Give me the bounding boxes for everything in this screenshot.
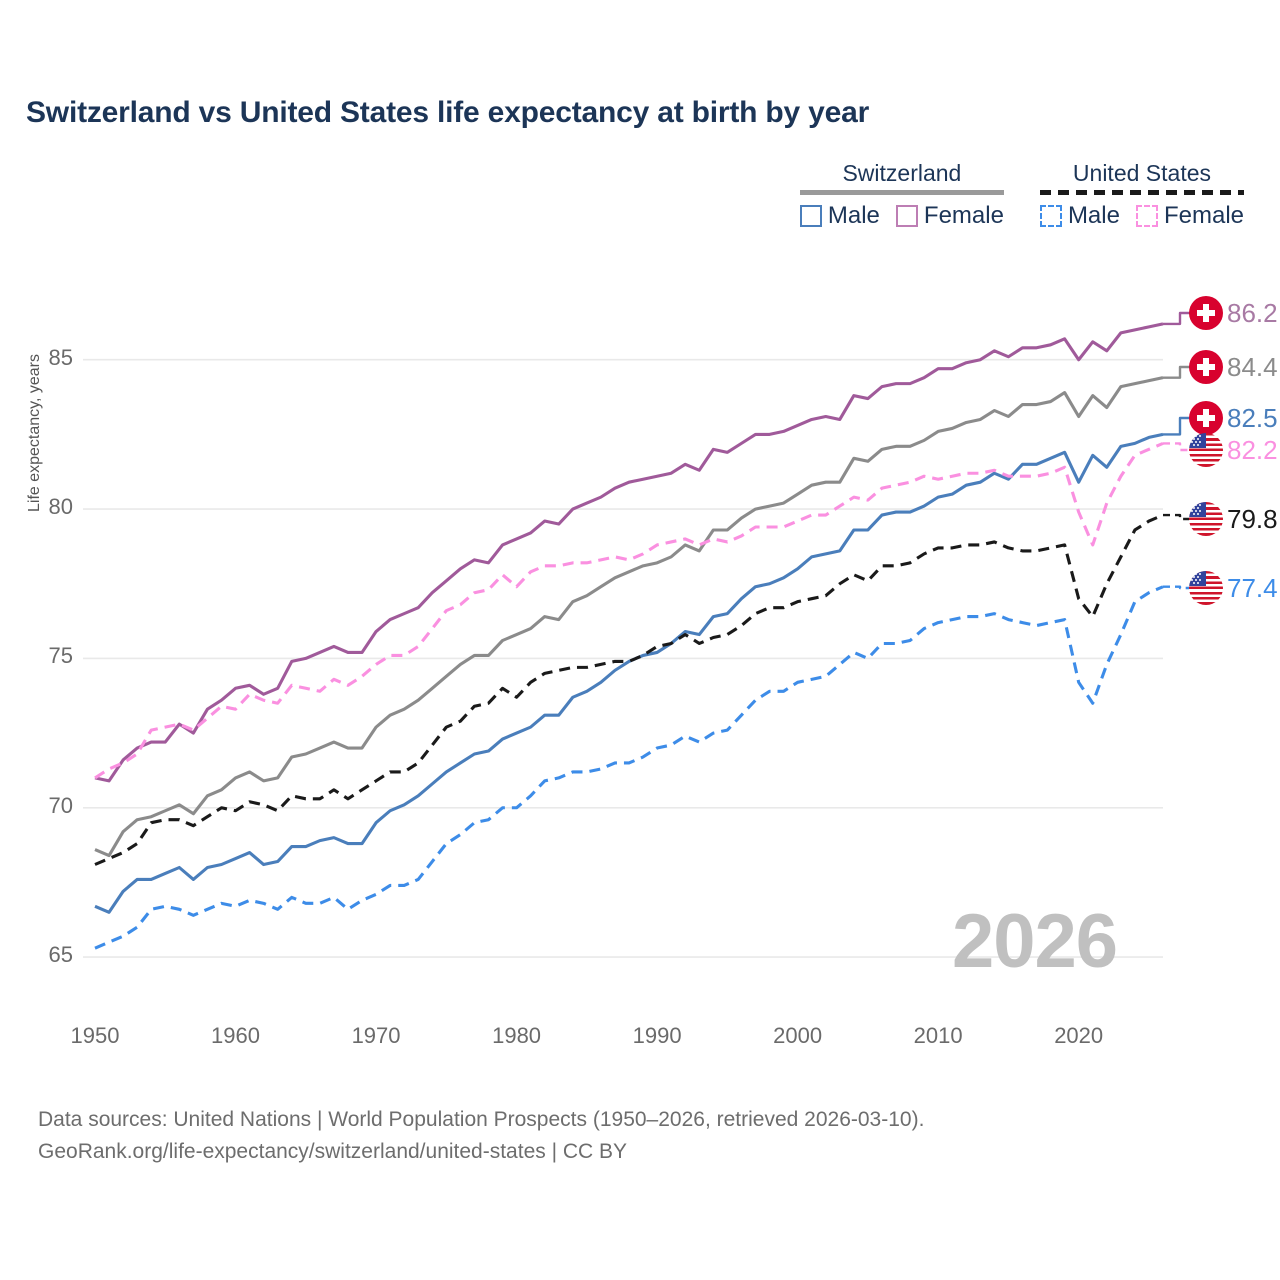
legend-item-ch-male[interactable]: Male	[799, 202, 880, 230]
legend-group-title: Switzerland	[842, 160, 962, 186]
legend-rule-dashed	[1039, 190, 1244, 195]
y-axis-tick: 80	[48, 494, 73, 520]
series-end-label-ch_female: 86.2	[1189, 296, 1278, 330]
legend-swatch-icon	[799, 205, 822, 227]
legend-item-label: Male	[827, 202, 880, 229]
x-axis-tick: 2010	[913, 1023, 963, 1048]
end-label-leader-line	[1163, 416, 1192, 436]
series-end-label-us_male: 77.4	[1189, 571, 1278, 605]
footer-attribution: Data sources: United Nations | World Pop…	[38, 1104, 924, 1168]
series-end-value: 86.2	[1227, 297, 1278, 328]
legend-item-us-female[interactable]: Female	[1135, 202, 1244, 230]
end-label-leader-line	[1163, 311, 1192, 326]
legend-group-united-states: United States Male Female	[1039, 160, 1244, 230]
series-line-us_female	[94, 441, 1164, 780]
switzerland-flag-icon	[1189, 401, 1223, 435]
y-axis-tick: 85	[48, 344, 73, 370]
series-end-value: 84.4	[1227, 351, 1278, 382]
legend-item-label: Female	[1163, 202, 1244, 229]
series-end-value: 79.8	[1227, 503, 1278, 534]
x-axis-tick: 2000	[773, 1023, 823, 1048]
legend-swatch-icon	[895, 205, 918, 227]
series-end-value: 82.5	[1227, 402, 1278, 433]
page-title: Switzerland vs United States life expect…	[26, 96, 870, 129]
x-axis-tick: 1990	[632, 1023, 682, 1048]
x-axis-tick: 1980	[492, 1023, 542, 1048]
series-line-us_total	[94, 513, 1164, 866]
end-label-leader-line	[1163, 442, 1192, 452]
series-end-label-us_female: 82.2	[1189, 433, 1278, 467]
series-end-label-ch_male: 82.5	[1189, 401, 1278, 435]
x-axis-tick: 1960	[211, 1023, 260, 1048]
switzerland-flag-icon	[1189, 296, 1223, 330]
legend-group-title: United States	[1072, 160, 1212, 186]
chart-legend: Switzerland Male Female United States Ma	[799, 160, 1244, 230]
footer-line-2: GeoRank.org/life-expectancy/switzerland/…	[38, 1139, 628, 1163]
end-label-leader-line	[1163, 365, 1192, 379]
series-end-value: 77.4	[1227, 572, 1278, 603]
y-axis-tick: 70	[48, 792, 73, 818]
switzerland-flag-icon	[1189, 350, 1223, 384]
legend-item-us-male[interactable]: Male	[1039, 202, 1120, 230]
legend-swatch-icon	[1039, 205, 1062, 227]
series-line-us_male	[94, 585, 1164, 950]
legend-item-ch-female[interactable]: Female	[895, 202, 1004, 230]
legend-rule-solid	[799, 190, 1004, 195]
series-line-ch_male	[94, 432, 1164, 914]
united-states-flag-icon	[1189, 502, 1223, 536]
series-line-ch_female	[94, 322, 1164, 783]
legend-swatch-icon	[1135, 205, 1158, 227]
footer-line-1: Data sources: United Nations | World Pop…	[38, 1108, 925, 1131]
x-axis-tick: 1970	[351, 1023, 401, 1048]
legend-group-switzerland: Switzerland Male Female	[799, 160, 1004, 230]
series-end-label-ch_total: 84.4	[1189, 350, 1278, 384]
series-line-ch_total	[94, 376, 1164, 858]
x-axis-tick: 2020	[1054, 1023, 1104, 1048]
united-states-flag-icon	[1189, 433, 1223, 467]
end-label-leader-line	[1163, 513, 1192, 521]
end-label-leader-line	[1163, 585, 1192, 590]
series-end-label-us_total: 79.8	[1189, 502, 1278, 536]
x-axis-tick: 1950	[70, 1023, 120, 1048]
united-states-flag-icon	[1189, 571, 1223, 605]
y-axis-tick: 65	[48, 942, 73, 968]
y-axis-tick: 75	[48, 643, 73, 669]
legend-item-label: Male	[1067, 202, 1120, 229]
year-watermark: 2026	[952, 899, 1118, 984]
legend-item-label: Female	[923, 202, 1004, 229]
series-end-value: 82.2	[1227, 434, 1278, 465]
